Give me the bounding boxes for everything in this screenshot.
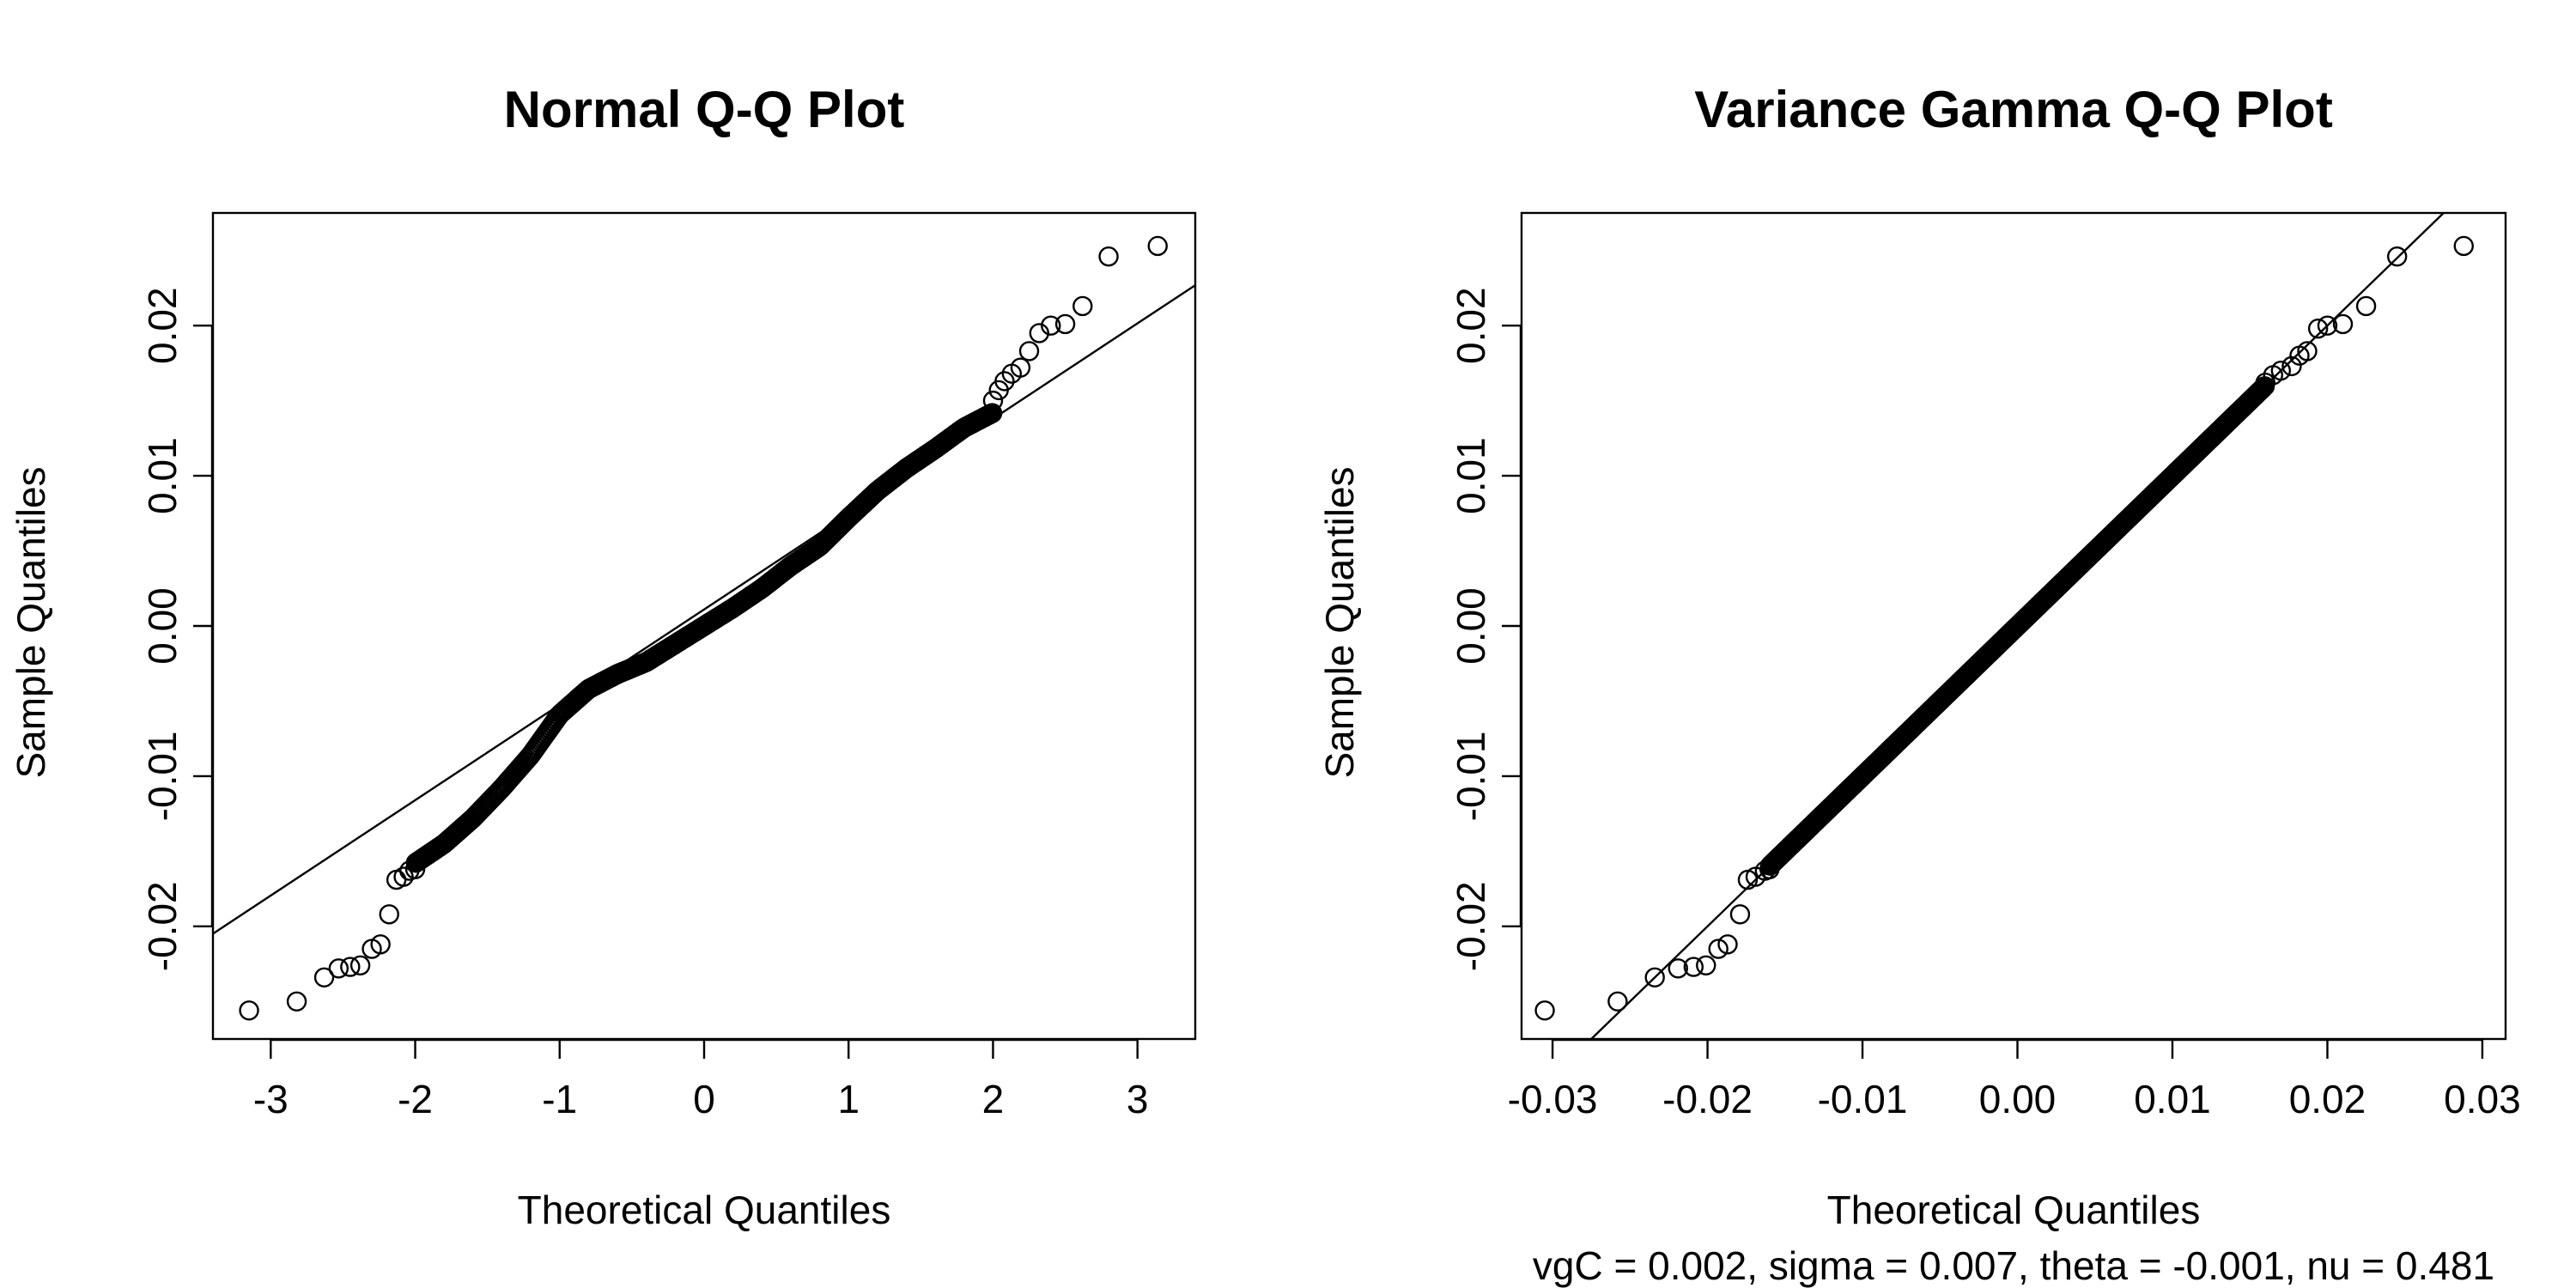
normal-qq-y-tick-label: 0.00 [140,587,185,665]
normal-qq-x-tick-label: -2 [398,1077,433,1121]
vg-qq-point [1729,904,1751,925]
normal-qq-x-tick-label: -1 [542,1077,577,1121]
vg-qq-point [1683,957,1704,977]
vg-qq-point [2254,376,2275,397]
normal-qq-x-tick-label: 1 [837,1077,860,1121]
normal-qq-point [393,866,414,887]
vg-qq-point [2251,380,2271,401]
normal-qq-point [1147,235,1168,257]
normal-qq-x-tick-label: -3 [253,1077,289,1121]
vg-qq-point [1717,934,1738,955]
vg-qq-point [2253,377,2274,398]
normal-qq-point [1010,357,1031,378]
normal-qq-y-tick-label: -0.02 [140,881,185,971]
normal-qq-point [1018,341,1040,361]
vg-qq-point [1668,958,1688,979]
vg-qq-y-tick-label: 0.02 [1449,287,1493,364]
vg-qq-point [1607,991,1628,1012]
normal-qq-point [313,967,335,987]
vg-qq-point [2249,381,2270,402]
normal-qq-x-axis: -3 -2 -1 0 1 2 3 [253,1038,1149,1121]
normal-qq-y-tick-label: -0.01 [140,731,185,821]
vg-qq-point [2307,318,2329,339]
vg-qq-x-tick-label: 0.03 [2444,1077,2521,1121]
vg-qq-point [2297,341,2318,361]
vg-qq-point [2248,382,2269,403]
vg-qq-y-tick-label: 0.01 [1449,437,1493,514]
normal-qq-point [1041,315,1061,336]
normal-qq-point [1072,295,1093,317]
vg-qq-point [2332,313,2354,335]
normal-qq-title: Normal Q-Q Plot [504,81,905,138]
normal-qq-points [239,235,1168,1021]
vg-qq-point [2281,355,2302,377]
normal-qq-y-axis: -0.02 -0.01 0.00 0.01 0.02 [140,287,214,971]
normal-qq-point [370,934,391,955]
normal-qq-point [328,958,349,979]
vg-qq-point [2355,295,2377,317]
vg-qq-ylabel: Sample Quantiles [1317,466,1362,778]
vg-qq-xlabel: Theoretical Quantiles [1827,1188,2201,1232]
normal-qq-x-tick-label: 3 [1127,1077,1149,1121]
vg-qq-subtitle: vgC = 0.002, sigma = 0.007, theta = -0.0… [1533,1243,2494,1288]
normal-qq-point [286,991,307,1012]
vg-qq-point [1696,955,1716,975]
normal-qq-point [379,904,399,925]
normal-qq-point [994,371,1015,392]
normal-qq-point [1054,313,1076,335]
normal-qq-x-tick-label: 2 [982,1077,1005,1121]
vg-qq-x-tick-label: -0.03 [1508,1077,1598,1121]
vg-qq-point [2246,384,2268,404]
vg-qq-title: Variance Gamma Q-Q Plot [1694,81,2333,138]
vg-qq-x-tick-label: 0.00 [1979,1077,2057,1121]
vg-qq-point [1534,1000,1555,1021]
normal-qq-x-tick-label: 0 [693,1077,715,1121]
vg-qq-point [2251,379,2273,399]
vg-qq-point [2317,315,2338,336]
normal-qq-ylabel: Sample Quantiles [9,466,53,778]
normal-qq-y-tick-label: 0.02 [140,287,185,364]
normal-qq-point [239,1000,259,1021]
vg-qq-x-tick-label: -0.01 [1818,1077,1908,1121]
normal-qq-reference-line [213,283,1195,935]
normal-qq-point [340,957,361,977]
vg-qq-points [1534,235,2474,1021]
vg-qq-x-axis: -0.03 -0.02 -0.01 0.00 0.01 0.02 0.03 [1508,1038,2521,1121]
vg-qq-y-tick-label: 0.00 [1449,587,1493,665]
normal-qq-y-tick-label: 0.01 [140,437,185,514]
variance-gamma-qq-panel: Variance Gamma Q-Q Plot Theoretical Quan… [1317,81,2521,1288]
vg-qq-point [2386,246,2408,267]
normal-qq-xlabel: Theoretical Quantiles [518,1188,891,1232]
vg-qq-x-tick-label: 0.02 [2289,1077,2366,1121]
vg-qq-point [1644,967,1665,987]
vg-qq-x-tick-label: 0.01 [2134,1077,2211,1121]
normal-qq-point [1029,323,1050,343]
vg-qq-y-axis: -0.02 -0.01 0.00 0.01 0.02 [1449,287,1522,971]
vg-qq-point [2453,235,2474,257]
vg-qq-y-tick-label: -0.02 [1449,881,1493,971]
vg-qq-point [1708,939,1728,959]
normal-qq-panel: Normal Q-Q Plot Theoretical Quantiles Sa… [9,81,1197,1232]
vg-qq-y-tick-label: -0.01 [1449,731,1493,821]
vg-qq-point [2270,360,2292,381]
normal-qq-point [1098,246,1119,267]
vg-qq-x-tick-label: -0.02 [1662,1077,1753,1121]
normal-qq-point [981,403,1003,423]
normal-qq-point [349,955,371,975]
